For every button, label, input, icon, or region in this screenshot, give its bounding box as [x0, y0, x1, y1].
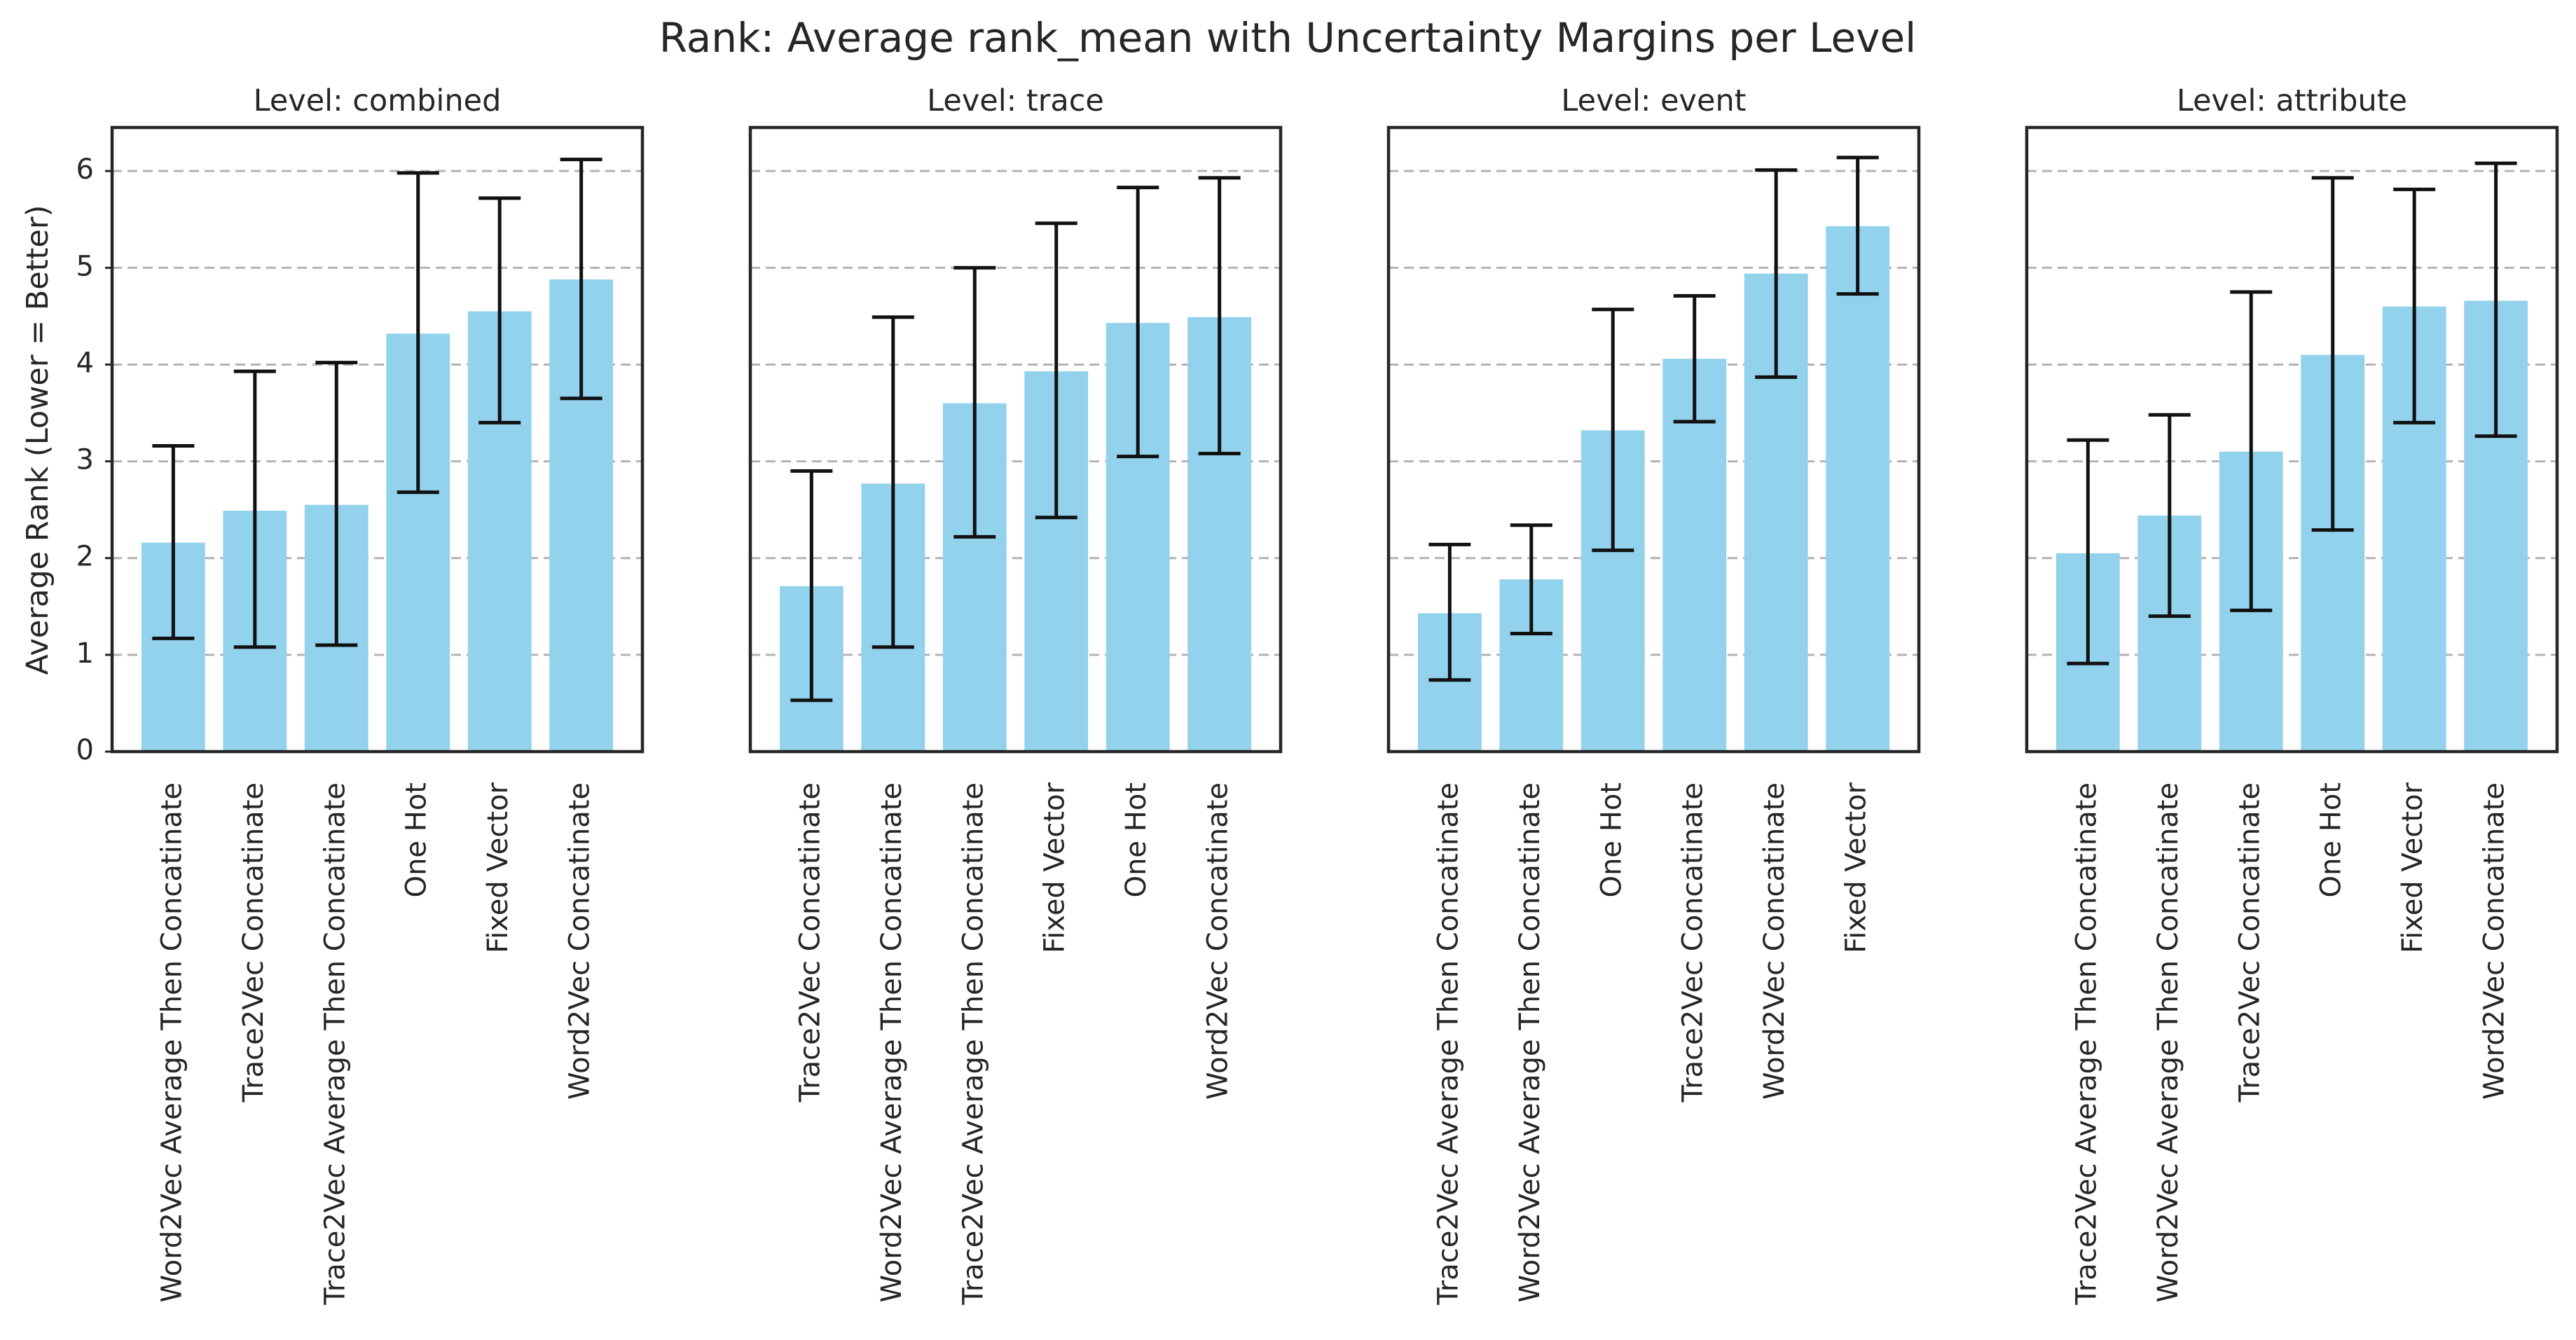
x-tick-label: Fixed Vector: [1039, 782, 1071, 953]
bar: [1662, 359, 1727, 752]
x-tick-label: Trace2Vec Concatinate: [237, 782, 270, 1103]
x-tick-label: Trace2Vec Concatinate: [2233, 782, 2266, 1103]
y-tick-label: 4: [76, 347, 94, 379]
x-tick-label: Word2Vec Concatinate: [564, 782, 596, 1100]
panel-title: Level: trace: [927, 83, 1104, 118]
y-tick-label: 2: [76, 541, 94, 573]
y-tick-label: 3: [76, 444, 94, 476]
x-tick-label: Word2Vec Average Then Concatinate: [156, 782, 188, 1302]
x-tick-label: Trace2Vec Average Then Concatinate: [319, 782, 351, 1306]
y-tick-label: 6: [76, 153, 94, 186]
x-tick-label: Trace2Vec Concatinate: [1677, 782, 1709, 1103]
plot-frame: [1386, 125, 1921, 754]
panels: Word2Vec Average Then Concatinate Trace2V…: [76, 83, 2559, 1306]
plot-frame: [748, 125, 1283, 754]
panel-2: Trace2Vec Average Then Concatinate Word2V…: [1386, 83, 1921, 1306]
x-tick-label: Word2Vec Concatinate: [1758, 782, 1791, 1100]
panel-title: Level: event: [1561, 83, 1746, 118]
plot-frame: [110, 125, 645, 754]
x-tick-label: One Hot: [401, 782, 433, 897]
y-axis-label: Average Rank (Lower = Better): [20, 205, 55, 675]
x-tick-label: Fixed Vector: [482, 782, 514, 953]
panel-title: Level: combined: [254, 83, 502, 118]
x-tick-label: Fixed Vector: [1840, 782, 1873, 953]
x-tick-label: One Hot: [2315, 782, 2348, 897]
x-tick-label: Word2Vec Concatinate: [1202, 782, 1234, 1100]
y-tick-label: 0: [76, 734, 94, 766]
y-tick-label: 1: [76, 637, 94, 670]
x-tick-label: Trace2Vec Average Then Concatinate: [957, 782, 989, 1306]
x-tick-label: One Hot: [1120, 782, 1152, 897]
bar: [1826, 226, 1890, 752]
x-tick-label: Trace2Vec Average Then Concatinate: [1432, 782, 1464, 1306]
panel-1: Trace2Vec Concatinate Word2Vec Average Th…: [748, 83, 1283, 1306]
panel-0: Word2Vec Average Then Concatinate Trace2V…: [76, 83, 645, 1306]
plot-frame: [2025, 125, 2559, 754]
y-tick-label: 5: [76, 250, 94, 282]
panel-title: Level: attribute: [2177, 83, 2407, 118]
x-tick-label: Trace2Vec Concatinate: [794, 782, 826, 1103]
x-tick-label: Trace2Vec Average Then Concatinate: [2070, 782, 2102, 1306]
x-tick-label: Word2Vec Average Then Concatinate: [2152, 782, 2184, 1302]
chart-title: Rank: Average rank_mean with Uncertainty…: [659, 14, 1917, 62]
x-tick-label: Word2Vec Average Then Concatinate: [1514, 782, 1546, 1302]
x-tick-label: Word2Vec Average Then Concatinate: [876, 782, 908, 1302]
x-tick-label: Fixed Vector: [2397, 782, 2429, 953]
panel-3: Trace2Vec Average Then Concatinate Word2V…: [2025, 83, 2559, 1306]
x-tick-label: One Hot: [1595, 782, 1627, 897]
x-tick-label: Word2Vec Concatinate: [2479, 782, 2511, 1100]
